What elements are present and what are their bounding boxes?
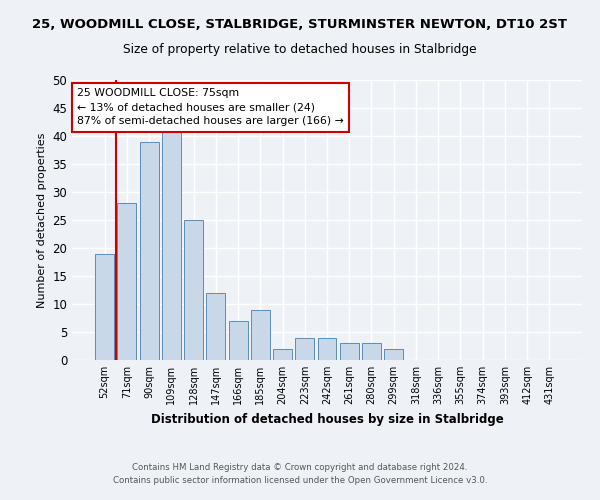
Bar: [295, 338, 314, 360]
Bar: [140, 142, 158, 360]
Bar: [162, 130, 181, 360]
Bar: [340, 343, 359, 360]
Bar: [362, 343, 381, 360]
Bar: [184, 220, 203, 360]
Bar: [229, 321, 248, 360]
Bar: [273, 349, 292, 360]
Bar: [206, 293, 225, 360]
X-axis label: Distribution of detached houses by size in Stalbridge: Distribution of detached houses by size …: [151, 412, 503, 426]
Bar: [118, 203, 136, 360]
Bar: [317, 338, 337, 360]
Bar: [251, 310, 270, 360]
Text: 25 WOODMILL CLOSE: 75sqm
← 13% of detached houses are smaller (24)
87% of semi-d: 25 WOODMILL CLOSE: 75sqm ← 13% of detach…: [77, 88, 344, 126]
Y-axis label: Number of detached properties: Number of detached properties: [37, 132, 47, 308]
Bar: [384, 349, 403, 360]
Text: 25, WOODMILL CLOSE, STALBRIDGE, STURMINSTER NEWTON, DT10 2ST: 25, WOODMILL CLOSE, STALBRIDGE, STURMINS…: [32, 18, 568, 30]
Bar: [95, 254, 114, 360]
Text: Size of property relative to detached houses in Stalbridge: Size of property relative to detached ho…: [123, 42, 477, 56]
Text: Contains HM Land Registry data © Crown copyright and database right 2024.
Contai: Contains HM Land Registry data © Crown c…: [113, 464, 487, 485]
